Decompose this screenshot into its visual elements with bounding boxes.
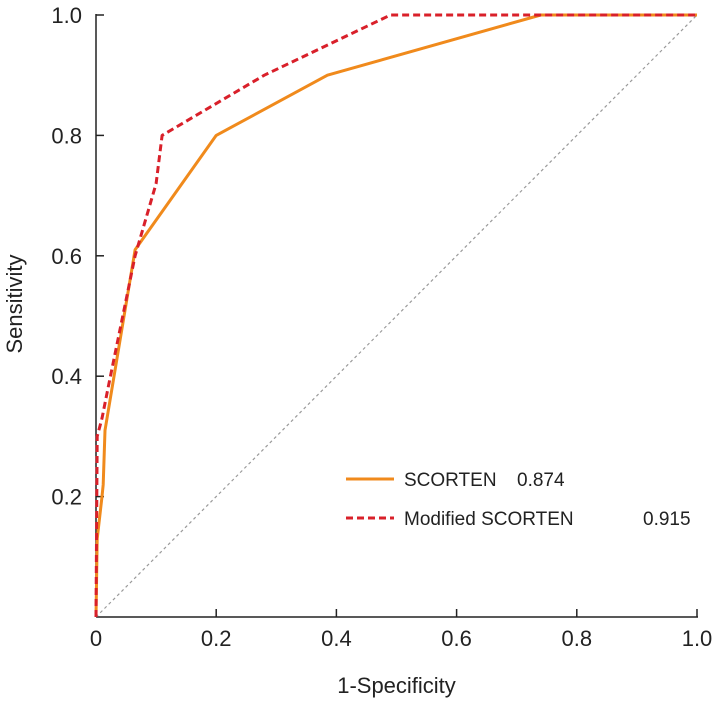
legend: SCORTEN 0.874 Modified SCORTEN 0.915 [346, 470, 691, 530]
x-tick-label-0: 0 [90, 626, 102, 651]
x-tick-label-1: 0.2 [201, 626, 232, 651]
y-tick-label-1: 0.4 [51, 364, 82, 389]
y-tick-label-4: 1.0 [51, 3, 82, 28]
y-axis-title: Sensitivity [2, 254, 27, 353]
series-line-scorten [94, 13, 697, 618]
x-tick-label-4: 0.8 [562, 626, 593, 651]
y-tick-label-0: 0.2 [51, 485, 82, 510]
y-tick-label-2: 0.6 [51, 244, 82, 269]
x-tick-label-5: 1.0 [682, 626, 713, 651]
x-tick-label-2: 0.4 [321, 626, 352, 651]
tick-labels: 0 0.2 0.4 0.6 0.8 1.0 0.2 0.4 0.6 0.8 1.0 [51, 3, 712, 651]
y-tick-label-3: 0.8 [51, 123, 82, 148]
x-tick-label-3: 0.6 [441, 626, 472, 651]
legend-label-modified-scorten: Modified SCORTEN [404, 509, 574, 530]
legend-auc-scorten: 0.874 [517, 470, 565, 491]
x-axis-title: 1-Specificity [337, 673, 456, 698]
legend-label-scorten: SCORTEN [404, 470, 497, 491]
series-line-reference [95, 14, 698, 618]
series-lines [94, 13, 698, 618]
legend-auc-modified-scorten: 0.915 [643, 509, 691, 530]
series-line-modified-scorten [94, 13, 697, 618]
